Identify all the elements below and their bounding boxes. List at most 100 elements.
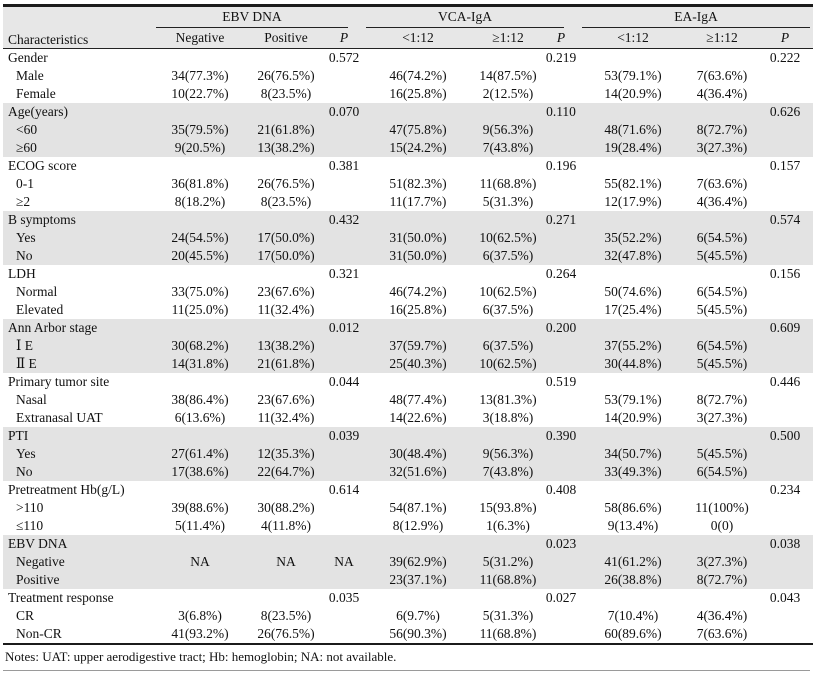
table-cell: 53(79.1%): [604, 392, 662, 407]
column-header-ebv-positive: Positive: [247, 28, 325, 49]
table-cell: [473, 589, 543, 607]
table-cell: 0.574: [757, 211, 813, 229]
table-cell: [757, 607, 813, 625]
table-cell: [325, 499, 363, 517]
table-row: Female 10(22.7%) 8(23.5%) 16(25.8%) 2(12.5%…: [3, 85, 813, 103]
table-cell: 0.038: [757, 535, 813, 553]
table-cell: 3(27.3%): [696, 410, 748, 425]
table-cell: [687, 265, 757, 283]
table-cell: 34(77.3%): [171, 68, 229, 83]
table-cell: 0.390: [543, 427, 579, 445]
table-cell: 5(45.5%): [687, 445, 757, 463]
table-body: Gender 0.572 0.219 0.222 Male 34(77.3%) 26(…: [3, 49, 813, 645]
table-cell: 48(77.4%): [389, 392, 447, 407]
table-cell: 10(62.5%): [473, 229, 543, 247]
table-cell: [153, 571, 247, 589]
table-cell: [543, 571, 579, 589]
table-cell: 16(25.8%): [389, 86, 447, 101]
table-row: Ⅱ E 14(31.8%) 21(61.8%) 25(40.3%) 10(62.5%)…: [3, 355, 813, 373]
table-cell: [579, 157, 687, 175]
column-header-ea-ge: ≥1:12: [687, 28, 757, 49]
table-cell: [247, 49, 325, 68]
table-cell: [687, 427, 757, 445]
table-cell: NA: [325, 553, 363, 571]
table-cell: [757, 337, 813, 355]
table-cell: [687, 49, 757, 68]
table-cell: [153, 157, 247, 175]
table-cell: 0.381: [328, 158, 360, 173]
table-cell: 41(93.2%): [153, 625, 247, 645]
table-cell: [687, 319, 757, 337]
table-cell: [757, 409, 813, 427]
table-cell: [757, 391, 813, 409]
table-cell: [757, 247, 813, 265]
table-cell: 47(75.8%): [363, 121, 473, 139]
table-cell: 6(54.5%): [696, 284, 748, 299]
table-cell: 5(31.3%): [482, 194, 534, 209]
table-cell: 48(71.6%): [579, 121, 687, 139]
column-header-ebv-p: P: [325, 28, 363, 49]
table-cell: 12(17.9%): [604, 194, 662, 209]
table-row: Treatment response 0.035 0.027 0.043: [3, 589, 813, 607]
table-cell: [687, 535, 757, 553]
table-cell: 39(62.9%): [363, 553, 473, 571]
table-cell: 9(56.3%): [473, 445, 543, 463]
table-row: ≥60 9(20.5%) 13(38.2%) 15(24.2%) 7(43.8%) 19…: [3, 139, 813, 157]
table-cell: 12(35.3%): [247, 445, 325, 463]
table-cell: 23(67.6%): [257, 392, 315, 407]
table-cell: 19(28.4%): [579, 139, 687, 157]
table-cell: 4(36.4%): [696, 194, 748, 209]
column-header-vca-ge: ≥1:12: [473, 28, 543, 49]
table-cell: 22(64.7%): [247, 463, 325, 481]
table-cell: 36(81.8%): [171, 176, 229, 191]
table-cell: 38(86.4%): [171, 392, 229, 407]
table-cell: [153, 49, 247, 68]
table-cell: [247, 481, 325, 499]
table-cell: 37(55.2%): [579, 337, 687, 355]
table-cell: 0.408: [545, 482, 577, 497]
row-label: Ⅱ E: [3, 355, 153, 373]
table-cell: [543, 121, 579, 139]
row-label: Age(years): [3, 103, 153, 121]
table-cell: [247, 535, 325, 553]
table-cell: 6(37.5%): [473, 337, 543, 355]
table-cell: [363, 535, 473, 553]
table-cell: 0.321: [328, 266, 360, 281]
table-cell: 46(74.2%): [389, 68, 447, 83]
column-header-vca-lt: <1:12: [363, 28, 473, 49]
table-cell: 46(74.2%): [389, 284, 447, 299]
table-cell: 0.609: [757, 319, 813, 337]
table-cell: 58(86.6%): [604, 500, 662, 515]
table-cell: 3(27.3%): [687, 139, 757, 157]
table-cell: [579, 589, 687, 607]
table-cell: 53(79.1%): [604, 68, 662, 83]
row-label: ≥60: [3, 139, 153, 157]
table-row: No 17(38.6%) 22(64.7%) 32(51.6%) 7(43.8%) 33…: [3, 463, 813, 481]
header-group-row: Characteristics EBV DNA VCA-IgA EA-IgA: [3, 5, 813, 49]
table-cell: 3(6.8%): [178, 608, 222, 623]
row-label: ≥2: [16, 194, 31, 209]
table-cell: 60(89.6%): [579, 625, 687, 645]
table-cell: [687, 589, 757, 607]
table-row: Pretreatment Hb(g/L) 0.614 0.408 0.234: [3, 481, 813, 499]
table-cell: 10(22.7%): [171, 86, 229, 101]
table-cell: [757, 193, 813, 211]
table-cell: 6(37.5%): [473, 247, 543, 265]
table-cell: 6(9.7%): [396, 608, 440, 623]
table-cell: 30(48.4%): [363, 445, 473, 463]
table-cell: 0.626: [757, 103, 813, 121]
table-cell: 0.219: [545, 50, 577, 65]
table-cell: [543, 67, 579, 85]
table-cell: [153, 589, 247, 607]
table-cell: 8(23.5%): [260, 86, 312, 101]
table-cell: 31(50.0%): [363, 247, 473, 265]
table-cell: 0.012: [325, 319, 363, 337]
table-cell: 15(93.8%): [479, 500, 537, 515]
table-cell: [325, 85, 363, 103]
table-cell: 8(12.9%): [392, 518, 444, 533]
table-cell: [363, 211, 473, 229]
column-group-ea-iga: EA-IgA: [579, 5, 813, 28]
table-cell: 0.500: [757, 427, 813, 445]
table-cell: 6(54.5%): [687, 463, 757, 481]
